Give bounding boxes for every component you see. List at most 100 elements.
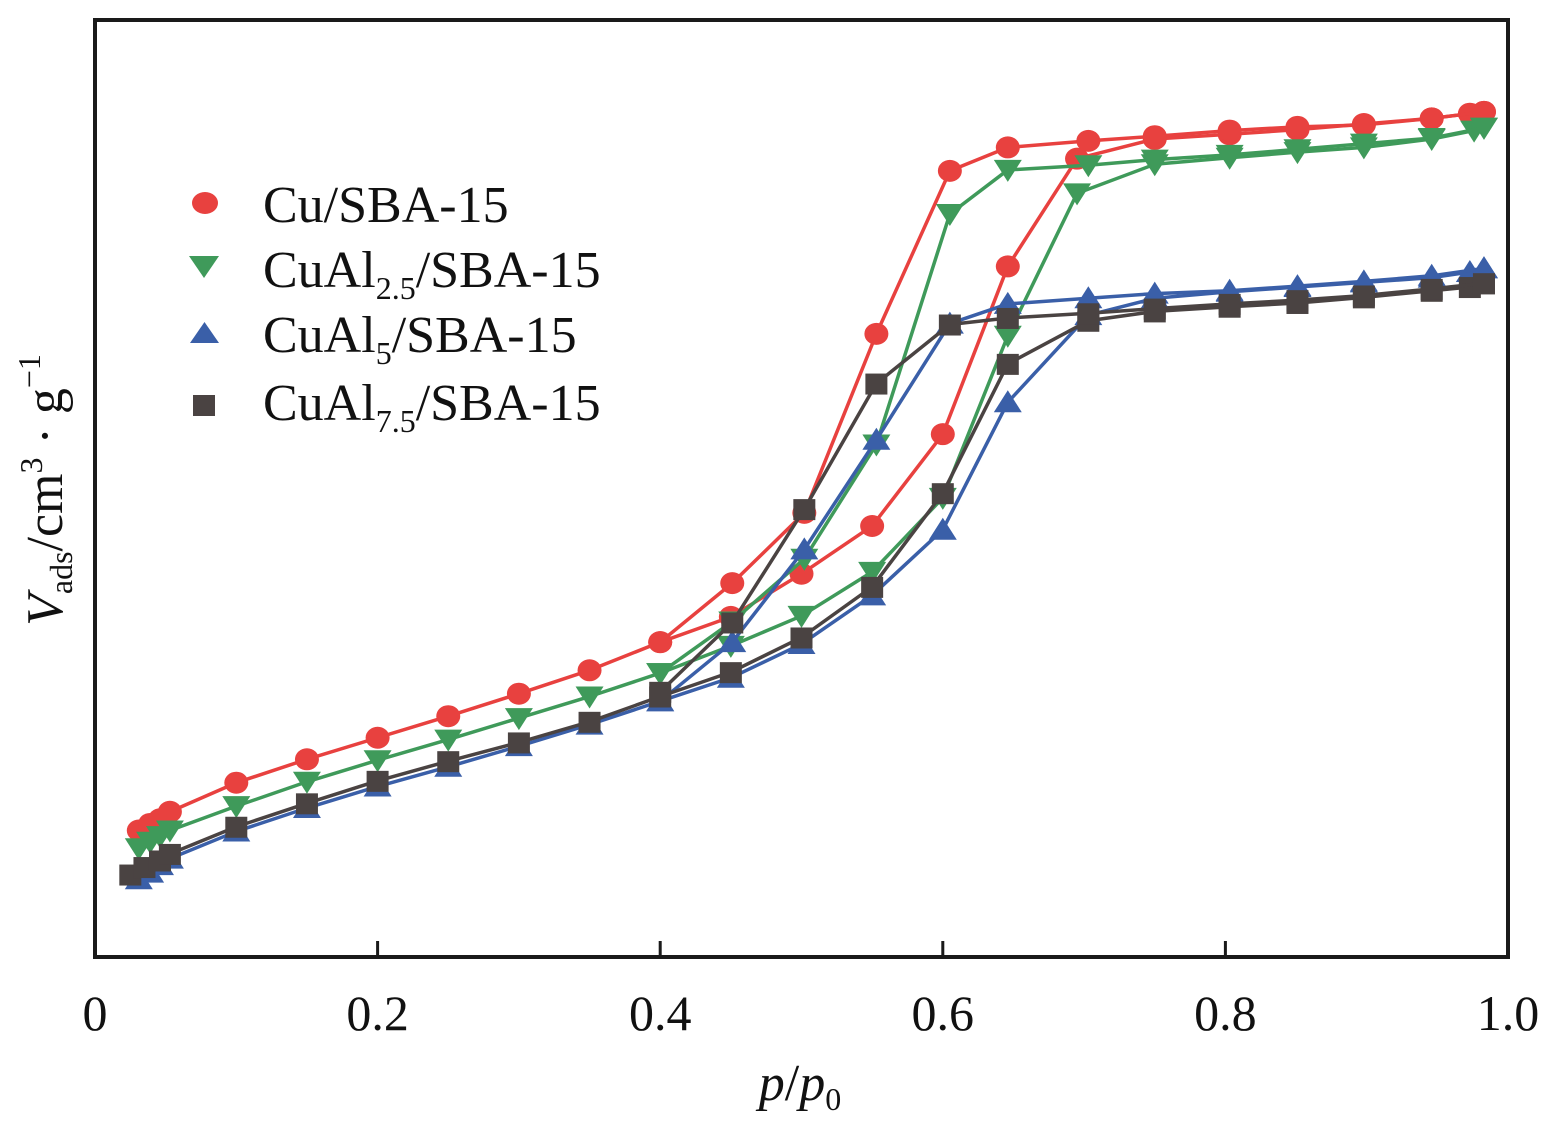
data-point-square [1420,278,1443,300]
data-point-circle [294,748,319,771]
data-point-circle [648,631,673,654]
data-point-triangle-down [1063,183,1092,206]
data-point-triangle-down [363,750,392,773]
data-point-square [1218,293,1241,315]
data-point-circle [436,705,461,728]
legend-item-cual75-sba15: CuAl7.5/SBA-15 [193,375,601,439]
data-point-circle [157,800,182,823]
series-cual7-5-sba-15 [119,273,1495,886]
data-point-circle [1076,129,1101,152]
data-point-triangle-down [1074,155,1103,178]
legend-label: CuAl2.5/SBA-15 [263,242,601,306]
legend-marker-square [193,395,215,416]
adsorption-line [137,126,1485,850]
data-point-triangle-down [1283,139,1312,162]
legend-item-cual25-sba15: CuAl2.5/SBA-15 [189,242,601,306]
legend-marker-circle [192,192,218,214]
data-point-square [938,314,961,336]
data-point-square [996,353,1019,375]
legend-label: Cu/SBA-15 [263,177,509,234]
y-axis-title-cm-sup: 3 [13,457,49,473]
data-point-square [1472,273,1495,295]
data-point-square [507,732,530,754]
data-point-triangle-up [862,427,891,450]
x-axis-title-p: p [755,1055,785,1112]
data-point-square [578,711,601,733]
data-point-triangle-down [1469,117,1498,140]
data-point-square [793,499,816,521]
data-point-square [931,483,954,505]
data-point-square [721,612,744,634]
legend-label-rest: /SBA-15 [416,375,601,432]
data-point-triangle-down [993,159,1022,182]
data-point-triangle-down [1349,133,1378,156]
legend-label-sub: 7.5 [376,403,416,439]
y-axis-title-v: V [17,589,74,626]
data-point-circle [365,726,390,749]
x-axis-title-sub: 0 [825,1081,841,1117]
x-axis-tick-labels: 0 0.2 0.4 0.6 0.8 1.0 [83,985,1540,1041]
x-tick-label: 0.4 [629,985,692,1041]
data-point-circle [1142,125,1167,148]
data-point-circle [1471,100,1496,123]
data-point-triangle-up [1469,256,1498,279]
data-point-circle [224,771,249,794]
data-point-circle [860,514,885,537]
data-point-circle [720,572,745,595]
x-tick-label: 0 [83,985,108,1041]
data-point-triangle-down [646,663,675,686]
series-layer [119,100,1498,890]
legend-label: CuAl7.5/SBA-15 [263,375,601,439]
data-point-square [790,627,813,649]
data-point-circle [1285,115,1310,138]
y-axis-title-dot-g: · g [17,388,74,457]
legend-label-main: CuAl [263,375,376,432]
legend-label-rest: /SBA-15 [392,307,577,364]
data-point-circle [577,659,602,682]
x-axis-title-p0: p [795,1055,825,1112]
data-point-triangle-down [1417,128,1446,151]
data-point-circle [930,423,955,446]
y-axis-title-v-sub: ads [43,551,79,594]
data-point-triangle-up [1140,281,1169,304]
legend-label-sub: 2.5 [376,270,416,306]
data-point-circle [1217,119,1242,142]
x-tick-label: 1.0 [1477,985,1540,1041]
y-axis-title-unit: /cm [17,473,74,551]
data-point-square [295,793,318,815]
data-point-square [1286,290,1309,312]
data-point-triangle-down [575,686,604,709]
x-axis-title-slash: / [785,1055,800,1112]
data-point-square [437,751,460,773]
data-point-square [158,843,181,865]
data-point-square [1077,303,1100,325]
data-point-triangle-down [935,203,964,226]
data-point-square [1352,285,1375,307]
data-point-circle [995,136,1020,159]
legend-marker-triangle-down [189,256,219,278]
legend-label-rest: /SBA-15 [416,242,601,299]
series-cual2-5-sba-15 [124,117,1498,861]
data-point-triangle-down [222,796,251,819]
data-point-triangle-up [718,630,747,653]
legend-label-sub: 5 [376,335,392,371]
y-axis-title-g-sup: −1 [11,354,47,388]
data-point-square [649,681,672,703]
x-tick-label: 0.2 [346,985,409,1041]
data-point-circle [1419,107,1444,130]
x-axis-ticks [376,941,1227,957]
x-axis-title: p/p0 [755,1055,841,1117]
data-point-square [865,373,888,395]
data-point-triangle-down [292,771,321,794]
data-point-triangle-up [1074,286,1103,309]
data-point-square [366,770,389,792]
data-point-triangle-down [858,561,887,584]
data-point-square [225,816,248,838]
desorption-line [658,281,1485,694]
legend-marker-triangle-up [190,322,219,343]
data-point-triangle-down [1215,144,1244,167]
data-point-triangle-down [434,729,463,752]
x-tick-label: 0.8 [1194,985,1257,1041]
legend: Cu/SBA-15 CuAl2.5/SBA-15 CuAl5/SBA-15 Cu… [189,177,601,439]
